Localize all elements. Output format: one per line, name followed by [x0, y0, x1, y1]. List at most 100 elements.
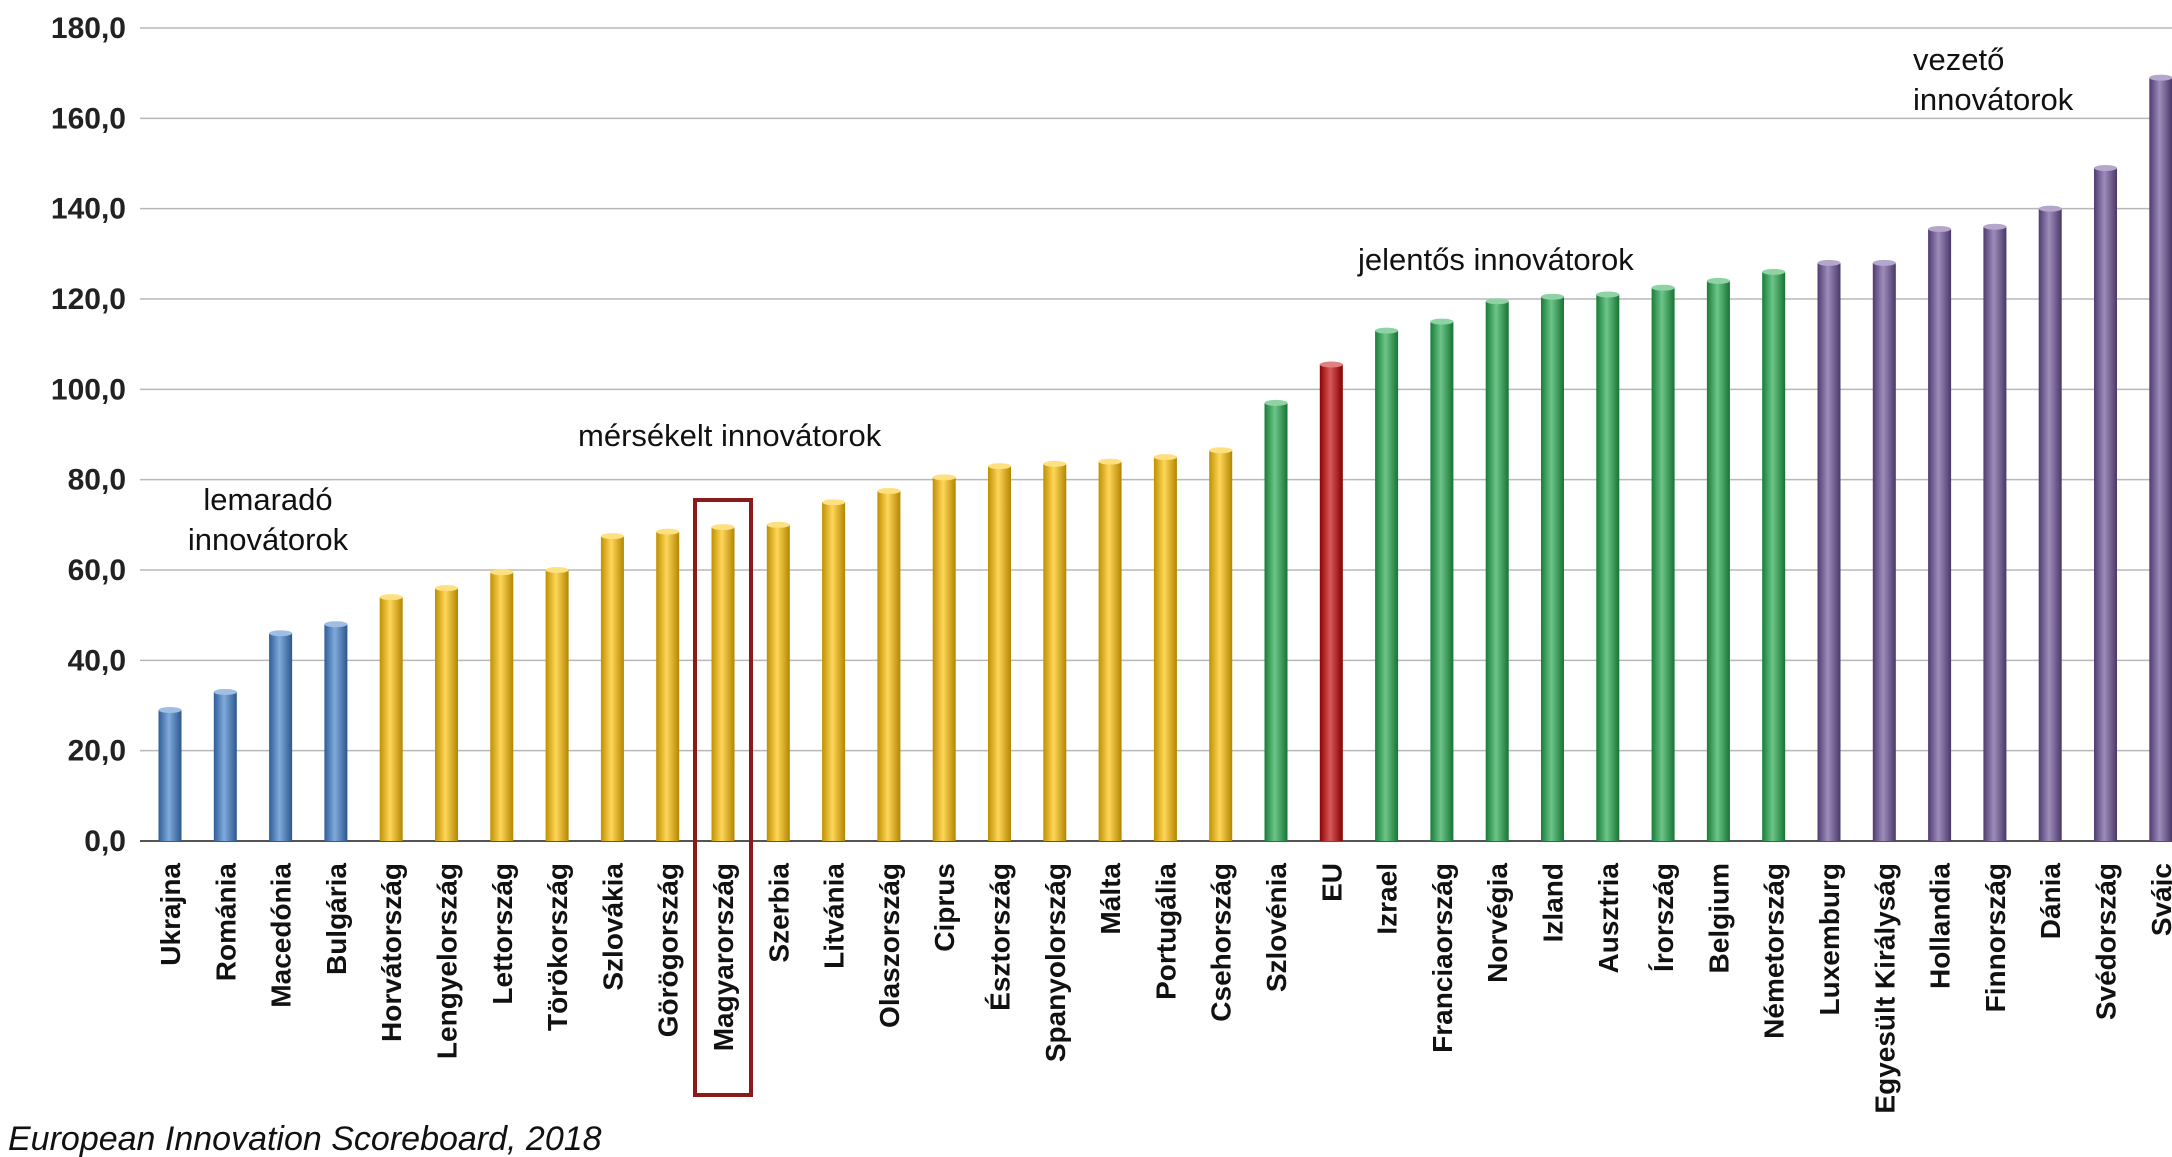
x-label-luxemburg: Luxemburg	[1814, 863, 1845, 1015]
bar-belgium	[1706, 280, 1730, 841]
bar-szerbia	[766, 524, 790, 841]
bar-bulgaria	[324, 624, 348, 841]
bar-cap-izland	[1541, 293, 1564, 300]
x-label-finnorszag: Finnország	[1980, 863, 2011, 1012]
bar-cap-luxemburg	[1817, 259, 1841, 266]
bar-hollandia	[1928, 228, 1952, 841]
bar-portugalia	[1153, 457, 1177, 841]
bar-egyesult-kiralysag	[1872, 262, 1896, 841]
bar-cap-ukrajna	[158, 707, 182, 714]
bar-cap-esztorszag	[988, 463, 1011, 470]
bar-szlovenia	[1264, 402, 1288, 841]
x-label-csehorszag: Csehország	[1206, 863, 1237, 1022]
bar-lettorszag	[490, 572, 514, 841]
bar-cap-lengyelorszag	[435, 585, 458, 592]
x-label-horvatorszag: Horvátország	[376, 863, 407, 1042]
y-tick-label: 80,0	[68, 464, 126, 497]
bar-eu	[1319, 364, 1343, 841]
bar-cap-irorszag	[1651, 284, 1675, 291]
y-tick-label: 100,0	[51, 373, 126, 406]
x-label-esztorszag: Észtország	[985, 863, 1016, 1011]
x-label-szlovenia: Szlovénia	[1261, 863, 1292, 993]
x-label-egyesult-kiralysag: Egyesült Királyság	[1869, 863, 1900, 1114]
x-label-magyarorszag: Magyarország	[708, 863, 739, 1051]
x-label-svedorszag: Svédország	[2091, 863, 2122, 1020]
bar-cap-gorogorszag	[656, 528, 680, 535]
x-label-izrael: Izrael	[1372, 863, 1403, 935]
bar-svajc	[2149, 77, 2172, 841]
bar-romania	[213, 691, 237, 841]
y-tick-label: 180,0	[51, 12, 126, 45]
bar-lengyelorszag	[435, 588, 458, 841]
bar-ausztria	[1596, 294, 1620, 841]
bar-gorogorszag	[656, 531, 680, 841]
annotation-jelentos: jelentős innovátorok	[1357, 242, 1634, 277]
x-label-belgium: Belgium	[1703, 863, 1734, 973]
bar-malta	[1098, 461, 1122, 841]
bars	[158, 74, 2172, 842]
bar-cap-svedorszag	[2094, 165, 2117, 172]
highlight-box-magyarorszag	[693, 498, 753, 1097]
bar-cap-macedonia	[269, 630, 293, 637]
x-label-franciaorszag: Franciaország	[1427, 863, 1458, 1053]
x-label-romania: Románia	[210, 863, 241, 982]
y-tick-label: 0,0	[84, 825, 126, 858]
bar-esztorszag	[988, 466, 1011, 841]
bar-szlovakia	[600, 536, 624, 841]
x-label-eu: EU	[1316, 863, 1347, 902]
x-label-szerbia: Szerbia	[763, 863, 794, 963]
bar-horvatorszag	[379, 597, 403, 841]
x-label-gorogorszag: Görögország	[653, 863, 684, 1037]
bar-nemetorszag	[1762, 271, 1786, 841]
bar-cap-bulgaria	[324, 621, 348, 628]
bar-cap-szlovenia	[1264, 399, 1288, 406]
bar-torokorszag	[545, 570, 569, 841]
bar-cap-spanyolorszag	[1043, 460, 1067, 467]
annotation-lemarado: lemaradó innovátorok	[188, 482, 349, 557]
x-label-dania: Dánia	[2035, 863, 2066, 940]
x-label-hollandia: Hollandia	[1925, 863, 1956, 989]
bar-svedorszag	[2094, 168, 2117, 841]
bar-cap-olaszorszag	[877, 487, 901, 494]
bar-cap-malta	[1098, 458, 1122, 465]
bar-cap-lettorszag	[490, 569, 514, 576]
bar-cap-csehorszag	[1209, 447, 1233, 454]
bar-luxemburg	[1817, 262, 1841, 841]
bar-spanyolorszag	[1043, 463, 1067, 841]
bar-cap-izrael	[1375, 327, 1399, 334]
x-label-portugalia: Portugália	[1150, 863, 1181, 1000]
y-tick-label: 120,0	[51, 283, 126, 316]
bar-izrael	[1375, 330, 1399, 841]
bar-ukrajna	[158, 710, 182, 841]
bar-cap-hollandia	[1928, 225, 1952, 232]
y-tick-label: 20,0	[68, 735, 126, 768]
bar-magyarorszag	[711, 527, 735, 841]
y-axis-ticks: 0,0 20,0 40,0 60,0 80,0 100,0 120,0 140,0 160,0 1…	[51, 12, 126, 858]
x-label-malta: Málta	[1095, 863, 1126, 935]
bar-irorszag	[1651, 287, 1675, 841]
bar-cap-romania	[213, 688, 237, 695]
group-annotations: lemaradó innovátorok mérsékelt innovátorok…	[188, 42, 2074, 557]
annotation-merseklet: mérsékelt innovátorok	[578, 418, 882, 453]
bar-franciaorszag	[1430, 321, 1454, 841]
bar-cap-svajc	[2149, 74, 2172, 81]
bar-norvegia	[1485, 301, 1509, 842]
x-label-macedonia: Macedónia	[266, 863, 297, 1008]
x-label-nemetorszag: Németország	[1759, 863, 1790, 1039]
x-label-ausztria: Ausztria	[1593, 863, 1624, 974]
source-note: European Innovation Scoreboard, 2018	[8, 1120, 602, 1157]
bar-litvania	[822, 502, 846, 841]
bar-cap-szerbia	[766, 521, 790, 528]
bar-cap-dania	[2038, 205, 2062, 212]
y-tick-label: 160,0	[51, 102, 126, 135]
x-label-ciprus: Ciprus	[929, 863, 960, 952]
bar-cap-szlovakia	[600, 533, 624, 540]
bar-cap-norvegia	[1485, 298, 1509, 305]
bar-csehorszag	[1209, 450, 1233, 841]
bar-cap-ausztria	[1596, 291, 1620, 298]
x-label-norvegia: Norvégia	[1482, 863, 1513, 983]
x-label-ukrajna: Ukrajna	[155, 863, 186, 966]
bar-cap-finnorszag	[1983, 223, 2007, 230]
bar-cap-litvania	[822, 499, 846, 506]
annotation-vezeto: vezető innovátorok	[1913, 42, 2074, 117]
